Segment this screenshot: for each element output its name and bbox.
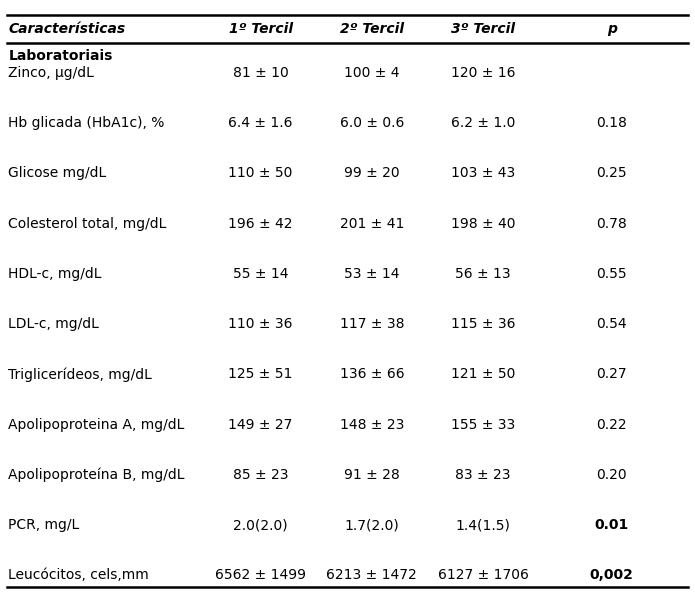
Text: 53 ± 14: 53 ± 14 — [344, 267, 400, 281]
Text: 0.27: 0.27 — [596, 368, 627, 381]
Text: 103 ± 43: 103 ± 43 — [451, 166, 515, 181]
Text: 0.25: 0.25 — [596, 166, 627, 181]
Text: 6.4 ± 1.6: 6.4 ± 1.6 — [229, 116, 293, 130]
Text: 91 ± 28: 91 ± 28 — [344, 468, 400, 482]
Text: Glicose mg/dL: Glicose mg/dL — [8, 166, 106, 181]
Text: Zinco, µg/dL: Zinco, µg/dL — [8, 66, 95, 80]
Text: 121 ± 50: 121 ± 50 — [451, 368, 515, 381]
Text: 0,002: 0,002 — [589, 568, 634, 583]
Text: p: p — [607, 22, 616, 36]
Text: 110 ± 50: 110 ± 50 — [229, 166, 293, 181]
Text: 136 ± 66: 136 ± 66 — [340, 368, 404, 381]
Text: LDL-c, mg/dL: LDL-c, mg/dL — [8, 317, 99, 331]
Text: 3º Tercil: 3º Tercil — [451, 22, 515, 36]
Text: 1.7(2.0): 1.7(2.0) — [345, 518, 399, 532]
Text: 0.55: 0.55 — [596, 267, 627, 281]
Text: HDL-c, mg/dL: HDL-c, mg/dL — [8, 267, 102, 281]
Text: 1º Tercil: 1º Tercil — [229, 22, 293, 36]
Text: 6.0 ± 0.6: 6.0 ± 0.6 — [340, 116, 404, 130]
Text: 83 ± 23: 83 ± 23 — [455, 468, 511, 482]
Text: Apolipoproteina A, mg/dL: Apolipoproteina A, mg/dL — [8, 417, 185, 432]
Text: 1.4(1.5): 1.4(1.5) — [456, 518, 510, 532]
Text: 6.2 ± 1.0: 6.2 ± 1.0 — [451, 116, 515, 130]
Text: Colesterol total, mg/dL: Colesterol total, mg/dL — [8, 217, 167, 231]
Text: 55 ± 14: 55 ± 14 — [233, 267, 288, 281]
Text: Hb glicada (HbA1c), %: Hb glicada (HbA1c), % — [8, 116, 165, 130]
Text: 0.78: 0.78 — [596, 217, 627, 231]
Text: 198 ± 40: 198 ± 40 — [451, 217, 515, 231]
Text: Características: Características — [8, 22, 126, 36]
Text: Apolipoproteína B, mg/dL: Apolipoproteína B, mg/dL — [8, 468, 185, 482]
Text: 117 ± 38: 117 ± 38 — [340, 317, 404, 331]
Text: 196 ± 42: 196 ± 42 — [229, 217, 293, 231]
Text: 0.20: 0.20 — [596, 468, 627, 482]
Text: 110 ± 36: 110 ± 36 — [229, 317, 293, 331]
Text: 100 ± 4: 100 ± 4 — [344, 66, 400, 80]
Text: 99 ± 20: 99 ± 20 — [344, 166, 400, 181]
Text: 2.0(2.0): 2.0(2.0) — [234, 518, 288, 532]
Text: 85 ± 23: 85 ± 23 — [233, 468, 288, 482]
Text: PCR, mg/L: PCR, mg/L — [8, 518, 80, 532]
Text: 6562 ± 1499: 6562 ± 1499 — [215, 568, 306, 583]
Text: 81 ± 10: 81 ± 10 — [233, 66, 288, 80]
Text: Leucócitos, cels,mm: Leucócitos, cels,mm — [8, 568, 149, 583]
Text: 56 ± 13: 56 ± 13 — [455, 267, 511, 281]
Text: 201 ± 41: 201 ± 41 — [340, 217, 404, 231]
Text: 115 ± 36: 115 ± 36 — [451, 317, 515, 331]
Text: 2º Tercil: 2º Tercil — [340, 22, 404, 36]
Text: Triglicerídeos, mg/dL: Triglicerídeos, mg/dL — [8, 367, 152, 382]
Text: 155 ± 33: 155 ± 33 — [451, 417, 515, 432]
Text: 6213 ± 1472: 6213 ± 1472 — [327, 568, 417, 583]
Text: 120 ± 16: 120 ± 16 — [451, 66, 515, 80]
Text: 6127 ± 1706: 6127 ± 1706 — [438, 568, 528, 583]
Text: 0.22: 0.22 — [596, 417, 627, 432]
Text: Laboratoriais: Laboratoriais — [8, 49, 113, 63]
Text: 0.54: 0.54 — [596, 317, 627, 331]
Text: 125 ± 51: 125 ± 51 — [229, 368, 293, 381]
Text: 148 ± 23: 148 ± 23 — [340, 417, 404, 432]
Text: 0.01: 0.01 — [594, 518, 629, 532]
Text: 149 ± 27: 149 ± 27 — [229, 417, 293, 432]
Text: 0.18: 0.18 — [596, 116, 627, 130]
